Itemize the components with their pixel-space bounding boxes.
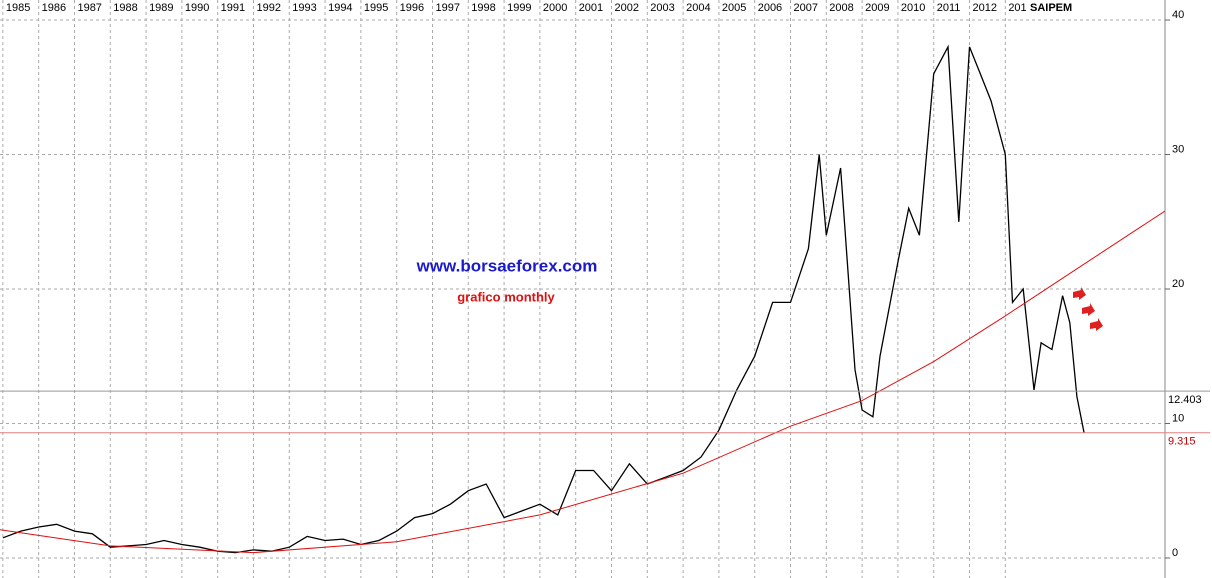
arrows [1073,287,1103,331]
x-tick-label: 2003 [650,2,674,14]
x-tick-label: 201 [1008,2,1026,14]
x-tick-label: 1996 [400,2,424,14]
plot-area: 1985 1986 1987 1988 1989 1990 1991 1992 1993 1994… [0,0,1165,578]
x-tick-label: 2011 [937,2,961,14]
x-tick-label: 1998 [471,2,495,14]
x-tick-label: 2004 [686,2,710,14]
x-tick-label: 2009 [865,2,889,14]
y-tick-label: 40 [1172,9,1184,21]
x-tick-label: 1986 [42,2,66,14]
y-tick-label: 10 [1172,412,1184,424]
x-tick-label: 1999 [507,2,531,14]
price-label: 9.315 [1168,436,1196,448]
x-tick-label: 1995 [364,2,388,14]
arrow [1090,318,1103,331]
x-tick-label: 1987 [77,2,101,14]
arrow [1073,287,1086,300]
y-tick-label: 0 [1172,547,1178,559]
x-tick-label: 1990 [185,2,209,14]
x-tick-label: 2006 [758,2,782,14]
x-tick-label: 1993 [292,2,316,14]
x-tick-label: 2012 [973,2,997,14]
x-tick-label: 2002 [614,2,638,14]
watermark: www.borsaeforex.com [416,256,598,275]
chart-title: SAIPEM [1030,2,1072,14]
y-tick-label: 30 [1172,143,1184,155]
x-tick-label: 2008 [829,2,853,14]
x-tick-label: 1994 [328,2,352,14]
arrow [1082,303,1095,316]
x-tick-label: 1989 [149,2,173,14]
x-tick-label: 2001 [579,2,603,14]
x-tick-label: 2007 [794,2,818,14]
x-tick-label: 2000 [543,2,567,14]
x-tick-label: 2010 [901,2,925,14]
x-tick-label: 1991 [221,2,245,14]
x-tick-label: 1992 [256,2,280,14]
x-tick-label: 1988 [113,2,137,14]
price-line [0,210,1165,554]
x-tick-label: 2005 [722,2,746,14]
annotation: grafico monthly [457,289,555,304]
x-tick-label: 1997 [435,2,459,14]
price-label: 12.403 [1168,394,1202,406]
x-tick-label: 1985 [6,2,30,14]
y-tick-label: 20 [1172,278,1184,290]
